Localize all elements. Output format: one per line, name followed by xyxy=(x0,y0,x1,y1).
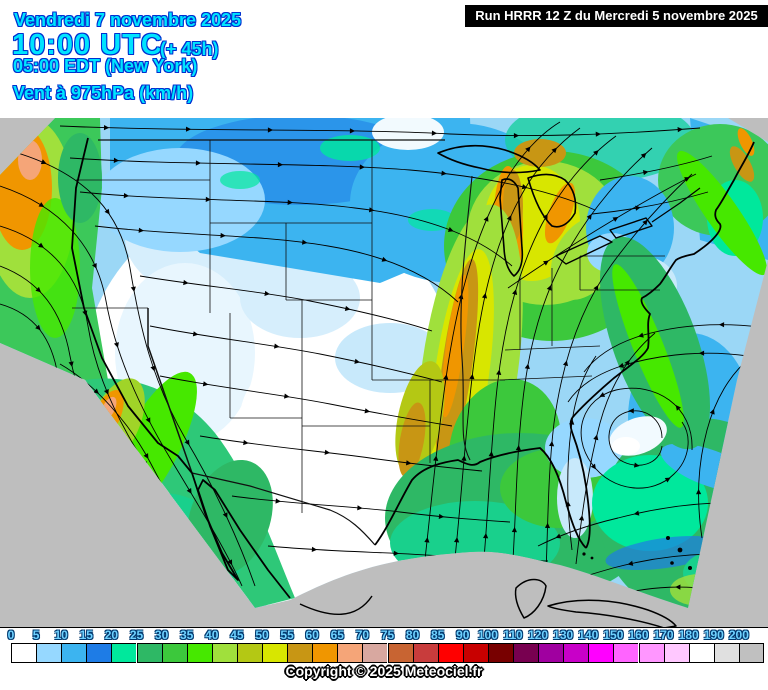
legend-value: 80 xyxy=(405,628,420,642)
legend-swatch xyxy=(161,643,187,663)
legend-value: 50 xyxy=(255,628,269,642)
legend-swatch xyxy=(538,643,564,663)
legend-value: 90 xyxy=(456,628,470,642)
legend-swatch xyxy=(186,643,212,663)
legend-value: 120 xyxy=(528,628,549,642)
legend-value: 10 xyxy=(54,628,68,642)
legend-value: 60 xyxy=(305,628,319,642)
legend-value: 75 xyxy=(380,628,395,642)
wind-speed-legend: 0 5 10 15 20 25 30 35 40 45 50 55 60 65 70 75 80 85 90 100 1… xyxy=(0,628,768,666)
legend-value: 110 xyxy=(503,628,523,642)
legend-swatch xyxy=(738,643,764,663)
wind-map[interactable] xyxy=(0,118,768,628)
legend-value: 170 xyxy=(653,628,674,642)
legend-value: 15 xyxy=(79,628,93,642)
legend-swatch xyxy=(262,643,288,663)
legend-swatch xyxy=(563,643,589,663)
copyright-notice: Copyright © 2025 Meteociel.fr xyxy=(285,663,483,679)
legend-value: 100 xyxy=(477,628,498,642)
legend-swatch xyxy=(86,643,112,663)
model-run-banner: Run HRRR 12 Z du Mercredi 5 novembre 202… xyxy=(465,5,768,27)
legend-value: 180 xyxy=(678,628,699,642)
legend-value: 65 xyxy=(330,628,344,642)
legend-value: 0 xyxy=(7,628,15,642)
legend-swatch xyxy=(487,643,513,663)
forecast-time-utc: 10:00 UTC xyxy=(12,29,163,61)
legend-swatch xyxy=(312,643,338,663)
legend-swatch xyxy=(638,643,664,663)
legend-value: 150 xyxy=(603,628,624,642)
coastlines xyxy=(71,137,755,627)
legend-swatch xyxy=(61,643,87,663)
state-borders xyxy=(72,139,665,546)
legend-swatch xyxy=(287,643,313,663)
legend-value: 200 xyxy=(728,628,749,642)
legend-swatch xyxy=(588,643,614,663)
legend-value: 130 xyxy=(553,628,574,642)
legend-swatch xyxy=(663,643,689,663)
variable-label: Vent à 975hPa (km/h) xyxy=(13,83,194,103)
legend-value: 45 xyxy=(230,628,244,642)
legend-value: 70 xyxy=(355,628,370,642)
wind-map-svg xyxy=(0,118,768,627)
legend-value: 30 xyxy=(154,628,169,642)
legend-swatch xyxy=(613,643,639,663)
legend-swatch xyxy=(236,643,262,663)
legend-swatch xyxy=(111,643,137,663)
legend-swatch xyxy=(713,643,739,663)
legend-value: 85 xyxy=(431,628,445,642)
legend-swatch xyxy=(362,643,388,663)
legend-swatch xyxy=(211,643,237,663)
legend-value: 35 xyxy=(180,628,194,642)
forecast-date: Vendredi 7 novembre 2025 xyxy=(14,10,242,30)
islands xyxy=(582,536,692,570)
legend-swatch xyxy=(337,643,363,663)
forecast-time-local: 05:00 EDT (New York) xyxy=(13,56,198,76)
legend-swatch xyxy=(688,643,714,663)
legend-value: 140 xyxy=(578,628,599,642)
legend-swatch xyxy=(513,643,539,663)
legend-value: 190 xyxy=(703,628,724,642)
legend-swatch xyxy=(387,643,413,663)
legend-swatch xyxy=(136,643,162,663)
legend-swatch xyxy=(11,643,37,663)
legend-value: 55 xyxy=(280,628,294,642)
legend-value: 20 xyxy=(104,628,119,642)
legend-value: 5 xyxy=(32,628,40,642)
legend-swatch xyxy=(437,643,463,663)
legend-value: 160 xyxy=(628,628,649,642)
legend-value: 25 xyxy=(129,628,144,642)
legend-value: 40 xyxy=(205,628,219,642)
legend-swatch xyxy=(462,643,488,663)
forecast-offset: (+ 45h) xyxy=(160,39,219,59)
legend-swatch xyxy=(36,643,62,663)
legend-swatch xyxy=(412,643,438,663)
